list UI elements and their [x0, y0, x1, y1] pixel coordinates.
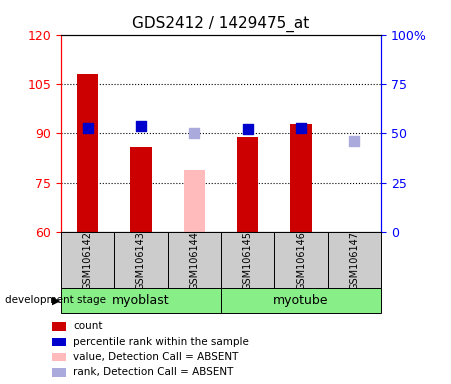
Text: GSM106143: GSM106143: [136, 231, 146, 290]
Text: GSM106146: GSM106146: [296, 231, 306, 290]
Bar: [52, 338, 65, 346]
Bar: [114, 232, 168, 288]
Point: [137, 122, 144, 129]
Text: GSM106144: GSM106144: [189, 231, 199, 290]
Bar: [52, 368, 65, 377]
Text: GSM106147: GSM106147: [350, 231, 359, 290]
Point: [191, 131, 198, 137]
Bar: [237, 137, 258, 232]
Text: myotube: myotube: [273, 294, 329, 307]
Bar: [328, 232, 381, 288]
Text: myoblast: myoblast: [112, 294, 170, 307]
Text: rank, Detection Call = ABSENT: rank, Detection Call = ABSENT: [74, 367, 234, 377]
Point: [244, 126, 251, 132]
Point: [351, 138, 358, 144]
Point: [297, 124, 304, 131]
Bar: [61, 288, 221, 313]
Text: count: count: [74, 321, 103, 331]
Bar: [290, 124, 312, 232]
Bar: [184, 170, 205, 232]
Text: GSM106142: GSM106142: [83, 231, 92, 290]
Bar: [52, 353, 65, 361]
Text: value, Detection Call = ABSENT: value, Detection Call = ABSENT: [74, 352, 239, 362]
Bar: [52, 322, 65, 331]
Bar: [168, 232, 221, 288]
Text: GSM106145: GSM106145: [243, 231, 253, 290]
Bar: [130, 147, 152, 232]
Bar: [61, 232, 114, 288]
Bar: [221, 288, 381, 313]
Bar: [77, 74, 98, 232]
Text: development stage: development stage: [5, 295, 106, 306]
Bar: [221, 232, 274, 288]
Text: percentile rank within the sample: percentile rank within the sample: [74, 337, 249, 347]
Bar: [274, 232, 328, 288]
Point: [84, 124, 91, 131]
Title: GDS2412 / 1429475_at: GDS2412 / 1429475_at: [132, 16, 310, 32]
Text: ▶: ▶: [52, 295, 60, 306]
